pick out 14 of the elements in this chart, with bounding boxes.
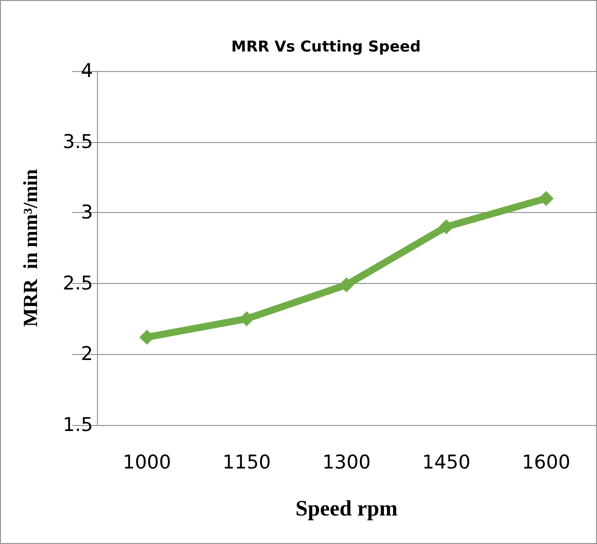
- x-tick-label: 1150: [222, 452, 271, 474]
- x-tick-label: 1450: [422, 452, 470, 474]
- y-tick-label: 2: [80, 343, 93, 366]
- y-tick-label: 4: [80, 60, 93, 82]
- x-tick-label: 1000: [122, 452, 172, 474]
- y-axis-title: MRR in mm³/min: [20, 169, 42, 327]
- y-tick-label: 3: [80, 202, 93, 224]
- x-axis-title: Speed rpm: [295, 496, 398, 520]
- x-tick-label: 1300: [322, 452, 371, 474]
- y-tick-label: 3.5: [62, 130, 93, 153]
- y-tick-label: 1.5: [62, 414, 93, 436]
- chart-title: MRR Vs Cutting Speed: [231, 38, 421, 56]
- y-tick-label: 2.5: [62, 272, 93, 294]
- x-tick-label: 1600: [522, 452, 570, 474]
